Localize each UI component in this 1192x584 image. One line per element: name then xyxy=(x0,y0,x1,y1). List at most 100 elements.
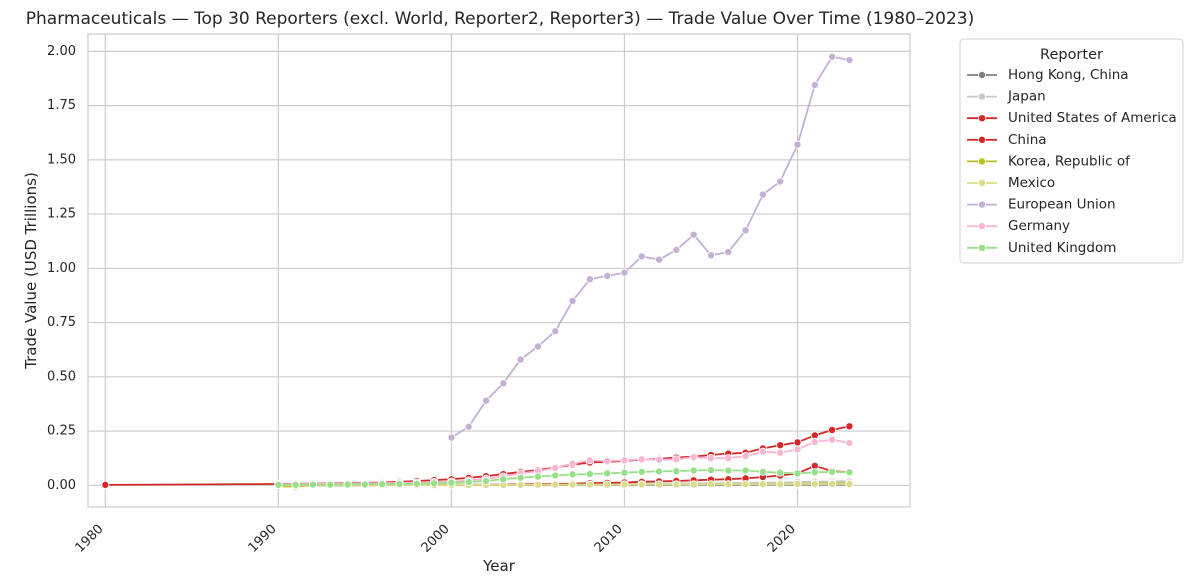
series-european-union xyxy=(447,52,854,442)
data-point xyxy=(620,468,629,477)
legend: Reporter Hong Kong, China Japan United Sta… xyxy=(959,38,1184,264)
data-point xyxy=(845,422,854,431)
data-point xyxy=(793,140,802,149)
data-point xyxy=(793,438,802,447)
data-point xyxy=(603,480,612,489)
data-point xyxy=(724,248,733,257)
legend-item: Japan xyxy=(967,89,1046,105)
legend-swatch-marker xyxy=(978,135,987,144)
data-point xyxy=(845,468,854,477)
data-point xyxy=(464,422,473,431)
data-point xyxy=(655,255,664,264)
data-point xyxy=(655,455,664,464)
series-line xyxy=(105,425,850,486)
y-tick-label: 0.00 xyxy=(47,478,76,493)
y-tick-label: 1.75 xyxy=(47,98,76,113)
data-point xyxy=(499,379,508,388)
data-point xyxy=(447,478,456,487)
data-point xyxy=(464,478,473,487)
data-point xyxy=(810,80,819,89)
data-point xyxy=(637,252,646,261)
x-tick-label: 2000 xyxy=(419,522,453,556)
legend-frame xyxy=(959,38,1184,264)
data-point xyxy=(741,480,750,489)
legend-label: Germany xyxy=(1008,218,1070,234)
chart-title: Pharmaceuticals — Top 30 Reporters (excl… xyxy=(26,9,975,29)
legend-label: United States of America xyxy=(1008,110,1177,126)
data-point xyxy=(516,480,525,489)
data-point xyxy=(706,251,715,260)
data-point xyxy=(741,466,750,475)
data-point xyxy=(101,480,110,489)
data-point xyxy=(533,342,542,351)
legend-swatch-marker xyxy=(978,114,987,123)
data-point xyxy=(637,455,646,464)
data-point xyxy=(568,480,577,489)
data-point xyxy=(845,438,854,447)
y-tick-label: 0.50 xyxy=(47,369,76,384)
data-point xyxy=(637,467,646,476)
legend-item: United Kingdom xyxy=(967,240,1116,256)
y-tick-label: 1.25 xyxy=(47,207,76,222)
y-tick-label: 0.75 xyxy=(47,315,76,330)
data-point xyxy=(637,480,646,489)
data-point xyxy=(516,355,525,364)
data-point xyxy=(447,433,456,442)
legend-swatch-marker xyxy=(978,222,987,231)
data-point xyxy=(758,190,767,199)
data-point xyxy=(776,448,785,457)
series-layer xyxy=(101,52,854,491)
x-axis-label: Year xyxy=(482,557,516,575)
series-united-kingdom xyxy=(274,466,854,489)
data-point xyxy=(741,226,750,235)
data-point xyxy=(672,467,681,476)
plot-frame xyxy=(87,33,911,508)
data-point xyxy=(603,271,612,280)
x-tick-label: 1980 xyxy=(73,522,107,556)
data-point xyxy=(845,480,854,489)
data-point xyxy=(793,480,802,489)
data-point xyxy=(620,480,629,489)
data-point xyxy=(776,177,785,186)
legend-label: European Union xyxy=(1008,197,1116,213)
series-line xyxy=(450,55,850,439)
y-tick-label: 2.00 xyxy=(47,44,76,59)
data-point xyxy=(672,480,681,489)
data-point xyxy=(482,476,491,485)
data-point xyxy=(758,447,767,456)
legend-item: China xyxy=(967,132,1047,148)
legend-label: Hong Kong, China xyxy=(1008,67,1129,83)
data-point xyxy=(291,480,300,489)
data-point xyxy=(776,480,785,489)
data-point xyxy=(533,480,542,489)
data-point xyxy=(810,480,819,489)
data-point xyxy=(828,480,837,489)
legend-label: United Kingdom xyxy=(1008,240,1116,256)
data-point xyxy=(430,479,439,488)
data-point xyxy=(568,459,577,468)
data-point xyxy=(551,471,560,480)
data-point xyxy=(655,467,664,476)
y-tick-label: 1.00 xyxy=(47,261,76,276)
data-point xyxy=(828,425,837,434)
data-point xyxy=(585,480,594,489)
data-point xyxy=(845,56,854,65)
legend-swatch-marker xyxy=(978,200,987,209)
x-tick-label: 2020 xyxy=(765,522,799,556)
legend-item: Germany xyxy=(967,218,1070,234)
data-point xyxy=(724,466,733,475)
legend-label: Mexico xyxy=(1008,175,1055,191)
data-point xyxy=(689,453,698,462)
data-point xyxy=(758,467,767,476)
data-point xyxy=(274,480,283,489)
data-point xyxy=(326,480,335,489)
data-point xyxy=(308,480,317,489)
data-point xyxy=(603,469,612,478)
data-point xyxy=(585,275,594,284)
series-line xyxy=(278,438,850,486)
data-point xyxy=(689,466,698,475)
data-point xyxy=(516,473,525,482)
legend-item: Korea, Republic of xyxy=(967,153,1131,169)
data-point xyxy=(706,454,715,463)
data-point xyxy=(378,480,387,489)
